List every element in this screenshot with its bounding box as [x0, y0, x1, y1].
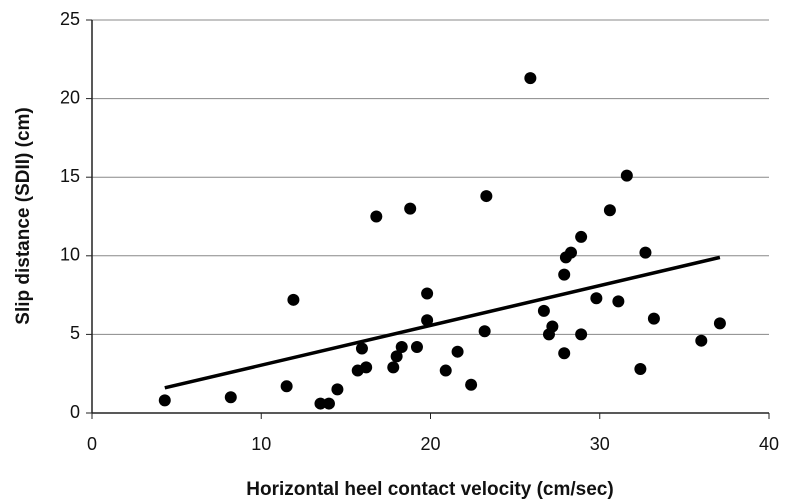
point	[647, 312, 660, 325]
point	[280, 380, 293, 393]
y-tick-label: 0	[70, 402, 80, 422]
point	[370, 210, 383, 223]
point	[410, 340, 423, 353]
x-tick-label: 20	[420, 434, 440, 454]
y-tick-label: 25	[60, 9, 80, 29]
point	[404, 202, 417, 215]
point	[524, 72, 537, 85]
point	[603, 204, 616, 217]
point	[634, 362, 647, 375]
x-tick-label: 10	[251, 434, 271, 454]
point	[713, 317, 726, 330]
point	[360, 361, 373, 374]
point	[575, 328, 588, 341]
point	[322, 397, 335, 410]
y-tick-label: 20	[60, 87, 80, 107]
point	[465, 378, 478, 391]
y-tick-label: 5	[70, 323, 80, 343]
x-axis-title: Horizontal heel contact velocity (cm/sec…	[246, 479, 613, 500]
point	[537, 304, 550, 317]
x-tick-label: 30	[590, 434, 610, 454]
point	[439, 364, 452, 377]
point	[355, 342, 368, 355]
point	[620, 169, 633, 182]
point	[451, 345, 464, 358]
point	[639, 246, 652, 259]
point	[331, 383, 344, 396]
y-tick-label: 10	[60, 245, 80, 265]
x-tick-label: 40	[759, 434, 779, 454]
point	[158, 394, 171, 407]
point	[695, 334, 708, 347]
point	[546, 320, 559, 333]
trend-line	[164, 255, 721, 390]
point	[387, 361, 400, 374]
point	[287, 293, 300, 306]
point	[564, 246, 577, 259]
point	[575, 230, 588, 243]
point	[480, 190, 493, 203]
point	[390, 350, 403, 363]
point	[478, 325, 491, 338]
y-tick-label: 15	[60, 166, 80, 186]
x-tick-label: 0	[87, 434, 97, 454]
y-axis-title: Slip distance (SDII) (cm)	[13, 107, 34, 324]
point	[612, 295, 625, 308]
point	[314, 397, 327, 410]
point	[224, 391, 237, 404]
point	[558, 347, 571, 360]
point	[421, 314, 434, 327]
point	[395, 340, 408, 353]
point	[590, 292, 603, 305]
point	[558, 268, 571, 281]
point	[421, 287, 434, 300]
